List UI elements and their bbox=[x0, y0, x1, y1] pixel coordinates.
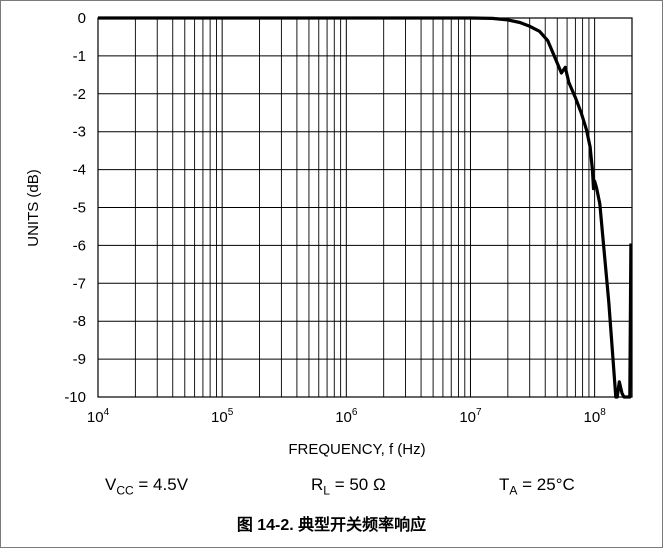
y-tick-label: -10 bbox=[64, 389, 86, 406]
x-tick-label: 104 bbox=[87, 407, 110, 426]
series-group bbox=[98, 16, 633, 399]
x-tick-label: 105 bbox=[211, 407, 234, 426]
x-tick-label: 108 bbox=[584, 407, 607, 426]
grid bbox=[97, 17, 633, 398]
x-tick-base: 10 bbox=[87, 409, 104, 426]
x-tick-exponent: 8 bbox=[600, 407, 606, 418]
y-tick-label: 0 bbox=[78, 10, 86, 27]
y-tick-label: -1 bbox=[73, 48, 86, 65]
x-tick-exponent: 6 bbox=[352, 407, 358, 418]
vcc-subscript: CC bbox=[116, 483, 134, 498]
ta-subscript: A bbox=[509, 483, 518, 498]
rl-symbol: R bbox=[311, 475, 324, 494]
x-axis-title: FREQUENCY, f (Hz) bbox=[288, 441, 425, 458]
y-tick-label: -6 bbox=[73, 237, 86, 254]
vcc-value: = 4.5V bbox=[133, 475, 189, 494]
y-tick-label: -4 bbox=[73, 162, 86, 179]
x-tick-base: 10 bbox=[335, 409, 352, 426]
condition-vcc: VCC = 4.5V bbox=[105, 475, 188, 497]
x-tick-exponent: 5 bbox=[228, 407, 234, 418]
ta-symbol: T bbox=[499, 475, 510, 494]
x-tick-labels: 104 105 106 107 108 bbox=[87, 407, 606, 426]
figure-caption: 图 14-2. 典型开关频率响应 bbox=[236, 517, 427, 534]
x-tick-base: 10 bbox=[584, 409, 601, 426]
condition-ta: TA = 25°C bbox=[499, 475, 575, 497]
y-tick-label: -3 bbox=[73, 124, 86, 141]
x-tick-base: 10 bbox=[211, 409, 228, 426]
x-tick-exponent: 7 bbox=[476, 407, 482, 418]
y-tick-label: -7 bbox=[73, 275, 86, 292]
y-tick-label: -9 bbox=[73, 351, 86, 368]
ta-value: = 25°C bbox=[517, 475, 575, 494]
x-tick-label: 107 bbox=[459, 407, 482, 426]
y-tick-label: -2 bbox=[73, 86, 86, 103]
rl-value: = 50 Ω bbox=[329, 475, 386, 494]
series-line bbox=[98, 16, 633, 399]
y-tick-label: -5 bbox=[73, 200, 86, 217]
y-tick-labels: 0 -1 -2 -3 -4 -5 -6 -7 -8 -9 -10 bbox=[64, 10, 86, 406]
vcc-symbol: V bbox=[105, 475, 117, 494]
x-tick-exponent: 4 bbox=[104, 407, 110, 418]
x-tick-label: 106 bbox=[335, 407, 358, 426]
y-tick-label: -8 bbox=[73, 313, 86, 330]
condition-rl: RL = 50 Ω bbox=[311, 475, 386, 497]
x-tick-base: 10 bbox=[459, 409, 476, 426]
y-axis-title: UNITS (dB) bbox=[25, 169, 42, 247]
rl-subscript: L bbox=[323, 483, 330, 498]
